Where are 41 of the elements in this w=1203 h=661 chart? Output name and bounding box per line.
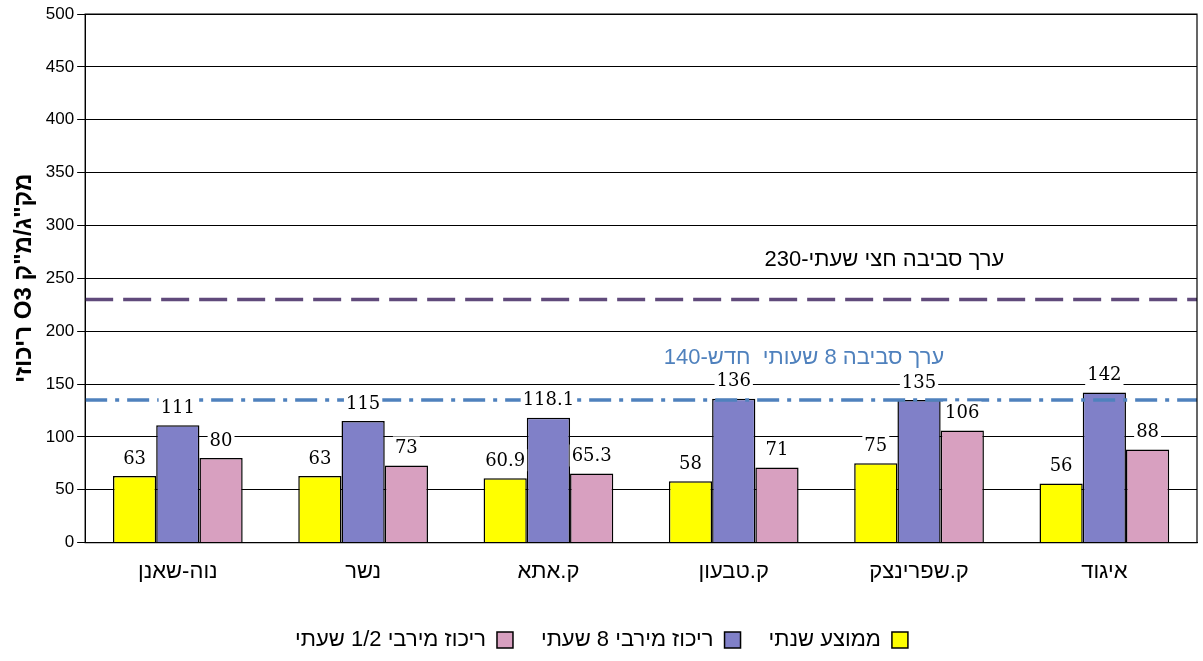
data-label: 106 [945,401,980,423]
data-label: 65.3 [571,444,612,466]
data-label: 63 [308,446,332,468]
y-tick-label: 400 [45,109,75,129]
data-label: 58 [679,451,702,473]
x-tick-label: איגוד [1081,557,1128,583]
legend-label: ריכוז מירבי 8 שעתי [540,626,714,652]
data-label: 60.9 [485,448,526,470]
data-label: 111 [160,395,195,417]
data-label: 115 [345,391,381,413]
y-tick-label: 350 [45,162,75,182]
ref-line-label: ערך סביבה חצי שעתי-230 [764,245,1005,271]
data-label: 80 [209,428,233,450]
data-label: 63 [123,446,147,468]
y-tick-label: 300 [45,215,75,235]
data-label: 142 [1087,363,1122,385]
data-label: 135 [901,370,937,392]
y-tick-label: 100 [45,426,75,446]
y-tick-label: 50 [55,479,75,499]
data-label: 118.1 [522,388,575,410]
x-tick-label: ק.טבעון [698,557,769,583]
data-label: 88 [1136,420,1160,442]
y-tick-label: 250 [45,267,75,287]
y-tick-label: 200 [45,320,75,340]
x-tick-label: ק.שפרינצק [869,557,969,583]
data-label: 71 [765,438,789,460]
y-tick-label: 150 [45,373,75,393]
x-tick-label: נשר [345,557,382,583]
data-label: 75 [864,433,888,455]
legend-label: ריכוז מירבי 1/2 שעתי [295,626,486,652]
y-tick-label: 500 [45,3,75,23]
y-tick-label: 450 [45,56,75,76]
x-tick-label: נוה-שאנן [137,557,218,583]
x-tick-label: ק.אתא [517,557,580,583]
data-label: 73 [394,436,418,458]
y-tick-label: 0 [64,532,75,552]
data-label: 136 [716,369,751,391]
data-label: 56 [1049,454,1073,476]
y-axis-title: ריכוזי O3 מק"ג/מ"ק [9,173,37,383]
ref-line-label: ערך סביבה 8 שעותי חדש-140 [663,343,945,369]
legend-label: ממוצע שנתי [768,626,881,652]
